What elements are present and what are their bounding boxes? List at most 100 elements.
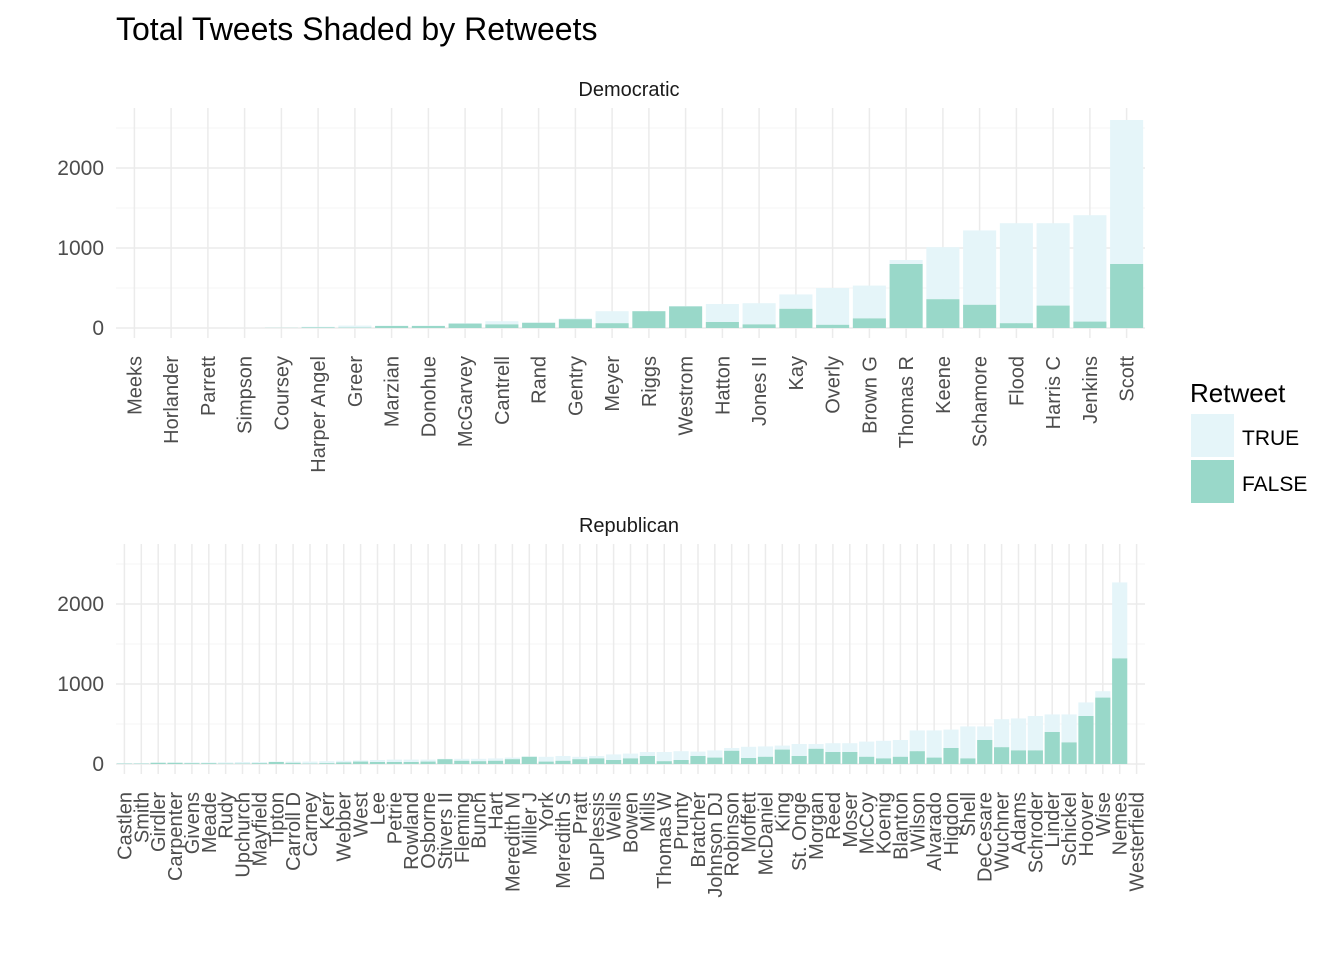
bar-false (926, 299, 959, 328)
bar-false (420, 762, 435, 764)
bar-true (842, 743, 857, 752)
bar-false (184, 763, 199, 764)
bar-true (471, 759, 486, 761)
bar-false (977, 740, 992, 764)
bar-true (706, 304, 739, 322)
y-tick-label: 2000 (57, 593, 104, 616)
bar-true (1061, 714, 1076, 742)
bar-true (758, 746, 773, 756)
x-tick-label: Parrett (198, 356, 220, 416)
bar-true (640, 752, 655, 756)
bar-true (775, 746, 790, 750)
x-tick-label: Harper Angel (308, 356, 330, 473)
bar-true (559, 318, 592, 319)
bar-true (596, 311, 629, 323)
x-tick-label: Overly (823, 356, 845, 414)
bar-true (816, 288, 849, 325)
y-tick-label: 1000 (57, 673, 104, 696)
legend: Retweet TRUE FALSE (1190, 378, 1307, 503)
bar-false (842, 752, 857, 764)
bar-false (286, 763, 301, 764)
x-tick-label: Hatton (712, 356, 734, 415)
bar-false (674, 760, 689, 764)
bar-false (375, 326, 408, 328)
bar-true (657, 752, 672, 761)
x-tick-label: Kay (786, 356, 808, 390)
bar-true (893, 740, 908, 757)
bar-false (890, 264, 923, 328)
x-tick-label: Flood (1006, 356, 1028, 406)
bar-true (779, 294, 812, 308)
bar-false (606, 760, 621, 764)
bar-false (1078, 716, 1093, 764)
bar-false (632, 311, 665, 328)
bar-false (589, 758, 604, 764)
bar-false (1045, 732, 1060, 764)
bar-true (336, 761, 351, 763)
bar-false (1061, 742, 1076, 764)
bar-true (1073, 215, 1106, 321)
bar-false (387, 762, 402, 764)
bar-false (151, 763, 166, 764)
bar-true (1095, 691, 1110, 697)
bar-true (589, 756, 604, 758)
bar-false (370, 762, 385, 764)
bar-true (1037, 223, 1070, 305)
bar-true (420, 760, 435, 762)
legend-key-true (1191, 414, 1234, 457)
panel-strip-label: Republican (579, 515, 679, 537)
bar-false (775, 750, 790, 764)
bar-true (743, 303, 776, 324)
bar-false (1037, 306, 1070, 328)
bar-false (555, 761, 570, 764)
bar-false (963, 305, 996, 328)
bar-true (252, 762, 267, 763)
x-tick-label: Schamore (970, 356, 992, 447)
bar-false (690, 756, 705, 764)
bar-true (926, 247, 959, 299)
bar-false (488, 761, 503, 764)
bar-true (623, 754, 638, 759)
y-tick-label: 1000 (57, 237, 104, 260)
bar-true (1000, 223, 1033, 323)
x-tick-label: Horlander (161, 356, 183, 444)
y-tick-label: 2000 (57, 157, 104, 180)
bar-true (910, 730, 925, 751)
bar-true (505, 758, 520, 760)
bar-false (201, 763, 216, 764)
bar-true (1028, 716, 1043, 750)
bar-true (859, 742, 874, 757)
legend-label-true: TRUE (1242, 427, 1299, 450)
bar-false (707, 758, 722, 764)
bar-false (1095, 698, 1110, 764)
bar-true (741, 747, 756, 758)
bar-true (1110, 120, 1143, 264)
bar-false (1110, 264, 1143, 328)
bar-true (302, 762, 317, 764)
bar-true (387, 760, 402, 762)
bar-false (640, 756, 655, 764)
bar-true (218, 762, 233, 763)
bar-false (353, 762, 368, 764)
bar-true (488, 758, 503, 760)
panel-strip-label: Democratic (578, 79, 679, 101)
panel-republican: Republican 010002000CastlenSmithGirdlerC… (57, 515, 1148, 898)
bar-false (743, 324, 776, 328)
bar-true (792, 744, 807, 756)
bar-true (539, 757, 554, 762)
bar-true (707, 750, 722, 757)
bar-true (353, 760, 368, 761)
legend-key-false (1191, 460, 1234, 503)
bar-true (963, 230, 996, 304)
x-tick-label: Westerfield (1127, 792, 1149, 892)
bar-false (485, 324, 518, 328)
x-tick-label: Cantrell (492, 356, 514, 425)
bar-true (235, 762, 250, 764)
y-tick-label: 0 (92, 317, 104, 340)
bar-true (184, 762, 199, 763)
bar-false (960, 758, 975, 764)
bar-false (792, 756, 807, 764)
bar-true (1011, 718, 1026, 750)
bar-true (960, 726, 975, 758)
